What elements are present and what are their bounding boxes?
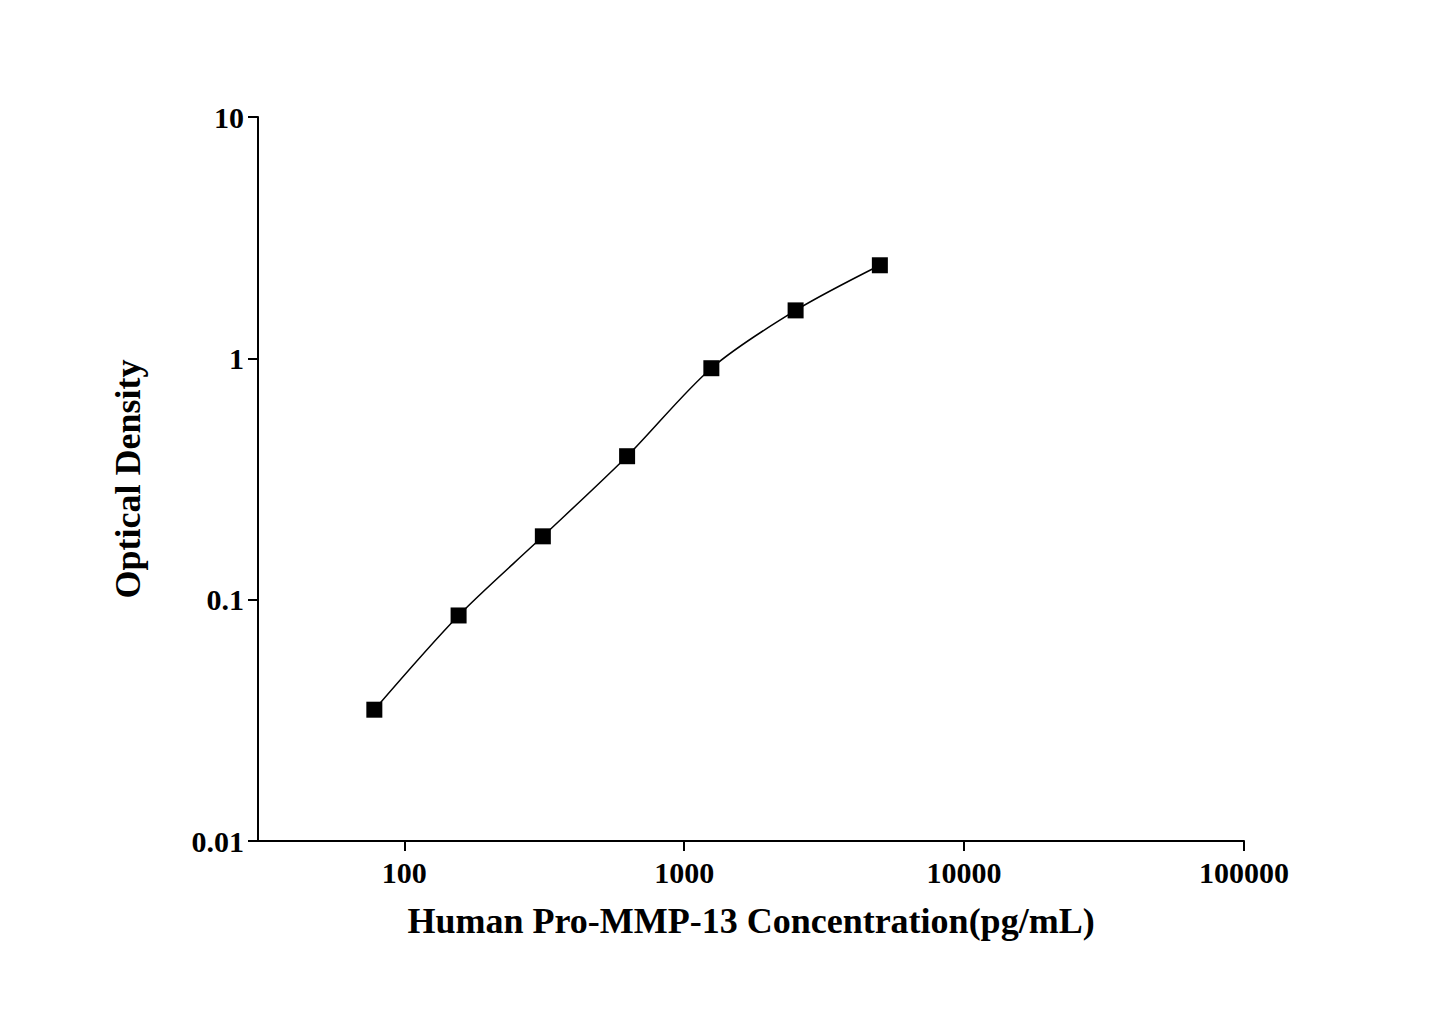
svg-text:0.01: 0.01 xyxy=(192,825,245,858)
svg-text:100: 100 xyxy=(382,856,427,889)
svg-text:0.1: 0.1 xyxy=(207,583,245,616)
svg-text:10: 10 xyxy=(214,101,244,134)
svg-text:1000: 1000 xyxy=(654,856,714,889)
svg-text:100000: 100000 xyxy=(1199,856,1289,889)
svg-text:10000: 10000 xyxy=(927,856,1002,889)
svg-text:Human Pro-MMP-13 Concentration: Human Pro-MMP-13 Concentration(pg/mL) xyxy=(407,901,1094,941)
svg-text:1: 1 xyxy=(229,342,244,375)
svg-text:Optical Density: Optical Density xyxy=(108,360,148,599)
